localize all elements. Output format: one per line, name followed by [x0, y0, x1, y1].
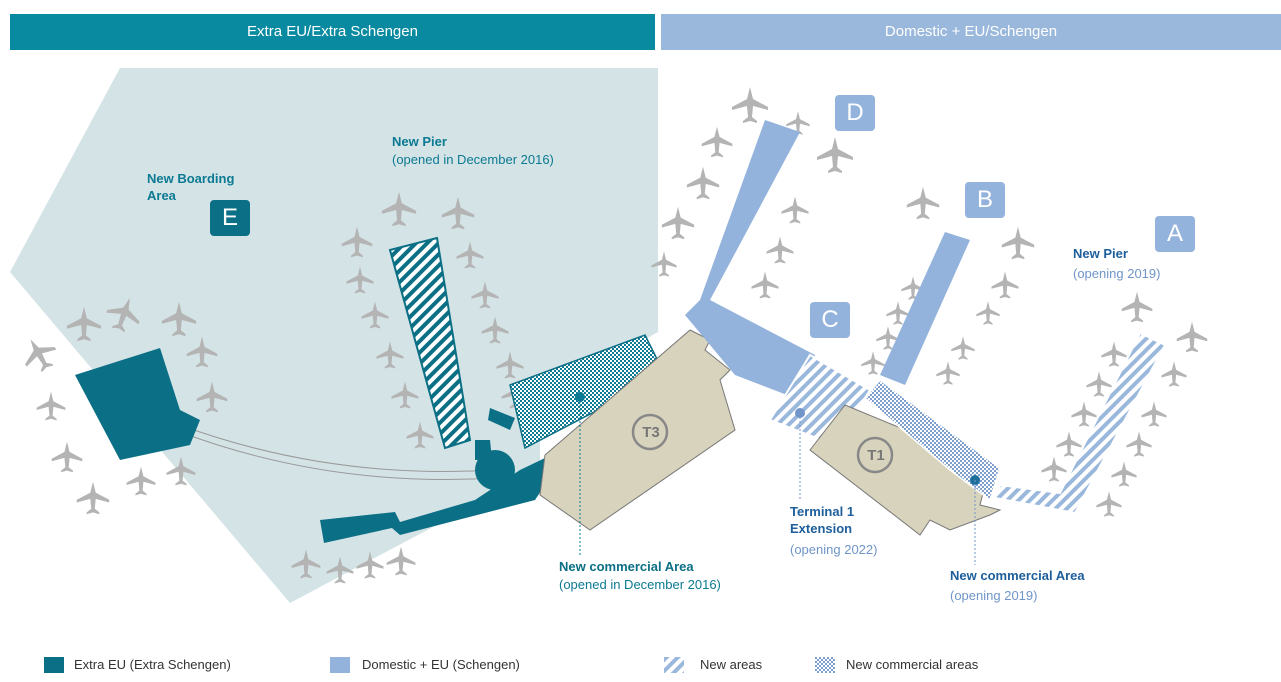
label: (opening 2019): [950, 588, 1038, 603]
label: Terminal 1 Extension: [790, 504, 855, 536]
callouts: [575, 392, 980, 565]
label: (opening 2022): [790, 542, 878, 557]
badge: B: [965, 182, 1005, 218]
header-left: Extra EU/Extra Schengen: [10, 14, 655, 50]
badge: A: [1155, 216, 1195, 252]
label: New Pier: [392, 134, 447, 149]
label: New commercial Area: [559, 559, 694, 574]
legend-label: Extra EU (Extra Schengen): [74, 657, 231, 672]
header-right: Domestic + EU/Schengen: [661, 14, 1281, 50]
legend-label: New commercial areas: [846, 657, 979, 672]
label: New Pier: [1073, 246, 1128, 261]
label: (opened in December 2016): [392, 152, 554, 167]
legend-label: New areas: [700, 657, 763, 672]
legend-swatch: [815, 657, 835, 673]
label: T1: [867, 447, 885, 464]
label: (opened in December 2016): [559, 577, 721, 592]
label: (opening 2019): [1073, 266, 1161, 281]
label: New commercial Area: [950, 568, 1085, 583]
legend-swatch: [44, 657, 64, 673]
terminals: [75, 120, 1167, 543]
label: New Boarding Area: [147, 171, 235, 203]
badge: E: [210, 200, 250, 236]
label: T3: [642, 424, 660, 441]
legend-label: Domestic + EU (Schengen): [362, 657, 520, 672]
badge: C: [810, 302, 850, 338]
legend-swatch: [664, 657, 684, 673]
badge: D: [835, 95, 875, 131]
legend-swatch: [330, 657, 350, 673]
